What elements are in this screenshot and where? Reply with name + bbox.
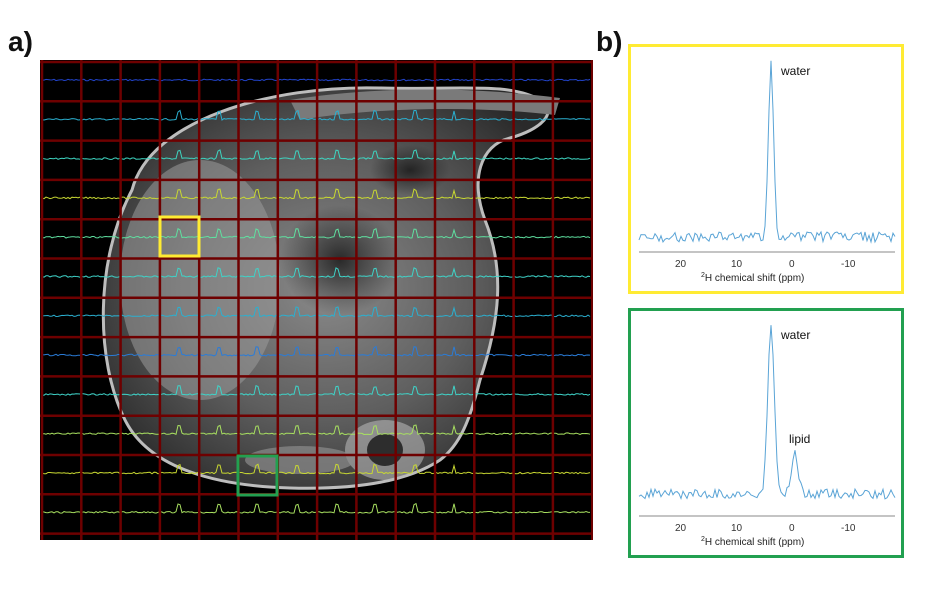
x-tick-0: 0 bbox=[789, 259, 795, 270]
x-tick-0: 0 bbox=[789, 523, 795, 534]
peak-label-water: water bbox=[780, 328, 810, 342]
yellow-voxel-highlight bbox=[158, 215, 201, 258]
voxel-grid bbox=[40, 60, 594, 540]
peak-label-lipid: lipid bbox=[789, 432, 810, 446]
mri-spectroscopic-image bbox=[40, 60, 594, 553]
x-axis-superscript: 2 bbox=[701, 536, 705, 543]
x-axis-text: H chemical shift (ppm) bbox=[705, 273, 804, 284]
spectrum-yellow-svg: water 20 10 0 -10 2H chemical shift (ppm… bbox=[638, 60, 896, 284]
x-tick-minus-10: -10 bbox=[841, 259, 856, 270]
dark-region bbox=[280, 205, 400, 315]
x-tick-20: 20 bbox=[675, 259, 687, 270]
mri-svg bbox=[40, 60, 594, 553]
green-voxel-highlight bbox=[236, 454, 279, 497]
x-tick-10: 10 bbox=[731, 259, 743, 270]
x-tick-20: 20 bbox=[675, 523, 687, 534]
back-muscle bbox=[245, 446, 355, 474]
vertebra bbox=[367, 434, 403, 466]
spectrum-panel-yellow: water 20 10 0 -10 2H chemical shift (ppm… bbox=[628, 44, 904, 294]
x-axis-text: H chemical shift (ppm) bbox=[705, 537, 804, 548]
spectrum-line-water-lipid bbox=[638, 325, 896, 501]
panel-a-label: a) bbox=[8, 26, 33, 57]
x-axis-label: 2H chemical shift (ppm) bbox=[701, 272, 804, 284]
x-tick-10: 10 bbox=[731, 523, 743, 534]
dark-region-2 bbox=[370, 145, 450, 195]
spectrum-line-water bbox=[638, 60, 896, 244]
spectrum-green-svg: water lipid 20 10 0 -10 2H chemical shif… bbox=[638, 325, 896, 548]
panel-b-label: b) bbox=[596, 26, 623, 57]
x-axis-superscript: 2 bbox=[701, 272, 705, 279]
spectrum-panel-green: water lipid 20 10 0 -10 2H chemical shif… bbox=[628, 308, 904, 558]
peak-label-water: water bbox=[780, 64, 810, 78]
x-tick-minus-10: -10 bbox=[841, 523, 856, 534]
x-axis-label: 2H chemical shift (ppm) bbox=[701, 536, 804, 548]
